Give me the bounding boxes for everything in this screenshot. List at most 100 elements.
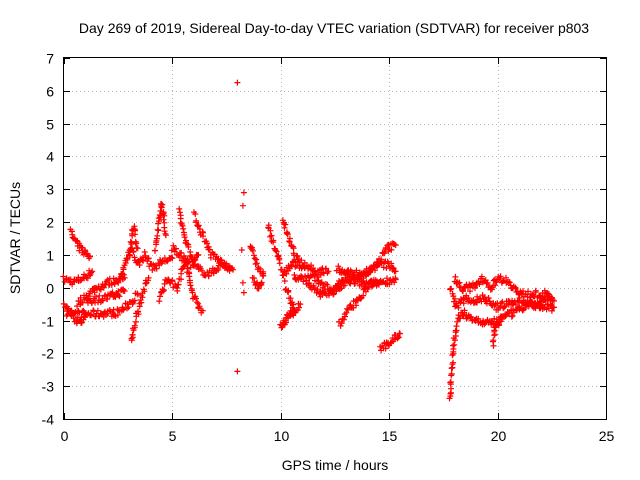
data-point	[239, 202, 246, 209]
data-point	[290, 245, 297, 252]
y-tick-label: 5	[46, 117, 54, 133]
data-point	[240, 289, 247, 296]
data-point	[291, 272, 298, 278]
data-point	[195, 251, 202, 258]
data-point	[132, 231, 138, 238]
data-point	[483, 280, 490, 287]
data-point	[141, 249, 148, 255]
data-point	[326, 292, 332, 299]
data-point	[153, 239, 160, 246]
data-point	[120, 306, 127, 313]
data-point	[215, 266, 222, 273]
data-point	[392, 276, 399, 283]
data-point	[447, 379, 454, 385]
data-point	[238, 247, 245, 253]
data-point	[285, 289, 292, 295]
data-point	[338, 320, 345, 327]
data-point	[314, 274, 321, 280]
data-point	[392, 268, 399, 275]
data-point	[300, 278, 307, 285]
data-point	[178, 249, 185, 256]
data-point	[74, 303, 81, 310]
data-point	[89, 268, 96, 275]
data-point	[382, 345, 389, 352]
y-tick-label: 7	[46, 51, 54, 67]
x-axis-label: GPS time / hours	[282, 457, 389, 473]
y-tick-label: -3	[42, 379, 55, 395]
data-point	[455, 304, 462, 311]
data-point	[485, 295, 492, 301]
data-point	[360, 292, 367, 299]
x-tick-label: 0	[61, 428, 69, 444]
x-tick-label: 5	[169, 428, 177, 444]
data-point	[199, 307, 206, 314]
data-point	[169, 255, 176, 262]
data-point	[177, 219, 184, 226]
data-point	[195, 222, 202, 229]
data-point	[513, 301, 519, 308]
data-point	[153, 265, 160, 272]
data-point	[181, 231, 188, 238]
data-point	[252, 282, 259, 288]
data-point	[187, 282, 194, 289]
data-point	[173, 245, 179, 252]
data-point	[130, 248, 137, 255]
data-point	[388, 260, 395, 267]
data-points	[60, 79, 557, 402]
data-point	[496, 321, 502, 328]
data-point	[249, 274, 256, 281]
data-point	[83, 297, 90, 303]
data-point	[250, 252, 257, 259]
data-point	[484, 279, 491, 286]
data-point	[452, 273, 459, 280]
data-point	[193, 295, 199, 302]
data-point	[381, 249, 388, 256]
data-point	[357, 295, 364, 302]
data-point	[453, 323, 460, 330]
data-point	[118, 271, 125, 278]
data-point	[272, 247, 279, 254]
data-point	[159, 288, 166, 295]
data-point	[126, 249, 133, 256]
data-point	[298, 257, 305, 264]
data-point	[99, 297, 106, 304]
data-point	[492, 282, 499, 289]
y-tick-label: -4	[42, 412, 55, 428]
data-point	[506, 279, 513, 286]
plot-frame	[63, 57, 607, 420]
data-point	[177, 209, 183, 216]
data-point	[378, 256, 385, 263]
data-point	[158, 204, 165, 211]
data-point	[497, 273, 504, 280]
data-point	[276, 260, 283, 267]
data-point	[180, 225, 187, 232]
data-point	[154, 232, 161, 239]
data-point	[450, 342, 457, 349]
data-point	[234, 368, 241, 375]
data-point	[498, 313, 505, 320]
data-point	[395, 334, 402, 341]
data-point	[544, 290, 551, 297]
data-point	[162, 232, 169, 239]
data-point	[472, 285, 478, 291]
data-point	[448, 285, 455, 292]
data-point	[474, 299, 480, 306]
data-point	[170, 284, 177, 291]
data-point	[330, 290, 337, 297]
data-point	[192, 211, 199, 217]
data-point	[128, 335, 135, 342]
data-point	[131, 322, 138, 329]
x-tick-label: 20	[491, 428, 507, 444]
data-point	[145, 255, 152, 262]
data-point	[120, 266, 127, 273]
data-point	[397, 330, 403, 337]
data-point	[467, 288, 473, 295]
data-point	[117, 275, 124, 282]
data-point	[249, 247, 256, 254]
data-point	[135, 308, 142, 315]
data-point	[156, 298, 163, 305]
data-point	[267, 233, 274, 240]
data-point	[460, 288, 466, 295]
y-tick-label: 4	[46, 149, 54, 165]
data-point	[551, 297, 557, 304]
